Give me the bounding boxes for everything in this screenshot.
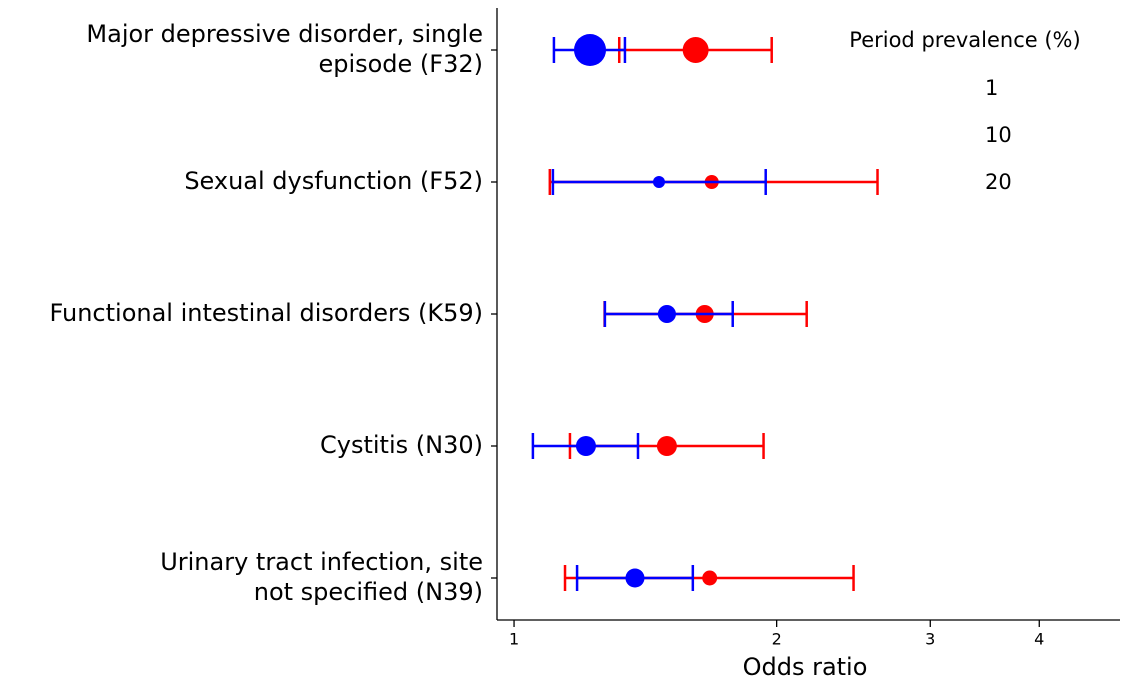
category-label: Functional intestinal disorders (K59) (50, 299, 483, 327)
point (656, 436, 677, 456)
category-label: Sexual dysfunction (F52) (184, 167, 483, 195)
legend-title: Period prevalence (%) (849, 28, 1080, 52)
category-label: Cystitis (N30) (320, 431, 483, 459)
x-tick-label: 1 (509, 630, 519, 649)
x-tick-label: 2 (772, 630, 782, 649)
point (682, 37, 709, 63)
category-line: Major depressive disorder, single (86, 20, 483, 48)
category-line: Functional intestinal disorders (K59) (50, 299, 483, 327)
legend-label: 1 (985, 76, 998, 100)
x-tick-label: 3 (925, 630, 935, 649)
point (702, 570, 718, 586)
category-label: Urinary tract infection, site not specifi… (160, 548, 483, 606)
x-tick-label: 4 (1034, 630, 1044, 649)
category-label: Major depressive disorder, single episode… (86, 20, 483, 78)
legend-label: 20 (985, 170, 1012, 194)
x-axis-label: Odds ratio (743, 653, 868, 681)
category-line: not specified (N39) (254, 578, 483, 606)
category-line: Sexual dysfunction (F52) (184, 167, 483, 195)
point (573, 33, 607, 67)
legend-label: 10 (985, 123, 1012, 147)
category-line: Cystitis (N30) (320, 431, 483, 459)
point (575, 436, 596, 456)
point (625, 568, 645, 588)
point (657, 304, 676, 324)
category-line: episode (F32) (318, 50, 483, 78)
category-line: Urinary tract infection, site (160, 548, 483, 576)
point (652, 175, 666, 189)
